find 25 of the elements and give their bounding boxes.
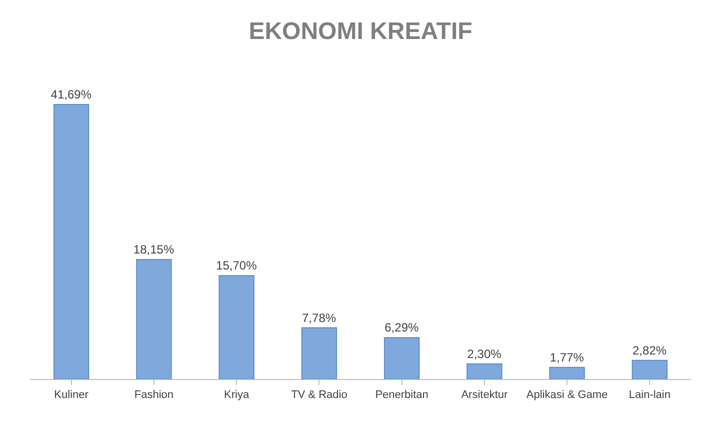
chart-title: EKONOMI KREATIF	[248, 18, 472, 45]
data-label: 7,78%	[302, 310, 336, 325]
x-tick-label: TV & Radio	[291, 389, 348, 402]
data-label: 41,69%	[50, 87, 92, 102]
x-tick-label: Lain-lain	[628, 389, 670, 402]
data-label: 15,70%	[216, 258, 258, 273]
bar	[53, 104, 90, 379]
x-tick-label: Penerbitan	[375, 389, 428, 402]
bar	[218, 275, 254, 379]
x-tick-label: Kuliner	[54, 389, 89, 402]
bar	[384, 337, 420, 379]
x-tick-label: Aplikasi & Game	[526, 389, 608, 402]
data-label: 1,77%	[550, 350, 584, 364]
x-tick-label: Arsitektur	[461, 389, 508, 402]
x-tick-label: Fashion	[134, 389, 174, 402]
bar	[632, 360, 668, 379]
data-label: 2,82%	[632, 343, 667, 358]
data-label: 18,15%	[133, 242, 174, 256]
bar	[466, 363, 502, 379]
bar	[136, 258, 172, 379]
bar	[549, 366, 585, 379]
data-label: 2,30%	[467, 346, 502, 361]
x-tick-label: Kriya	[224, 389, 250, 402]
bar	[301, 327, 338, 379]
data-label: 6,29%	[384, 320, 419, 335]
